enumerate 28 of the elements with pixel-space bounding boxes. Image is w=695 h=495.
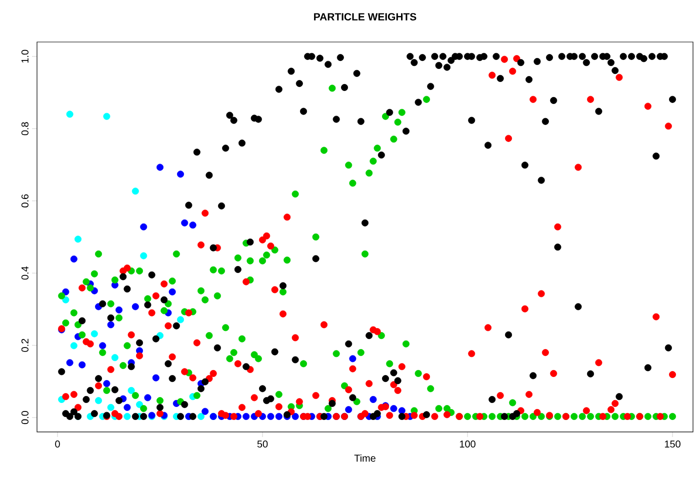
point	[177, 316, 184, 324]
point	[103, 112, 110, 120]
point	[90, 330, 98, 338]
y-tick-label: 0.4	[21, 266, 28, 280]
chart-title: PARTICLE WEIGHTS	[314, 13, 416, 20]
y-tick-label: 0.6	[21, 194, 28, 208]
point	[132, 188, 139, 195]
point	[136, 401, 144, 408]
x-axis-title: Time	[354, 454, 376, 462]
x-tick-label: 150	[664, 440, 680, 448]
x-tick-label: 100	[460, 440, 476, 448]
point	[140, 252, 148, 260]
point	[124, 412, 131, 420]
x-tick-label: 50	[257, 440, 268, 448]
point	[66, 110, 74, 118]
y-tick-label: 0.8	[21, 122, 28, 136]
x-tick-label: 0	[55, 440, 60, 448]
point	[74, 236, 82, 243]
y-tick-label: 1.0	[21, 50, 28, 63]
point	[111, 354, 118, 362]
point	[95, 397, 102, 404]
y-tick-label: 0.0	[21, 411, 28, 424]
y-tick-label: 0.2	[21, 338, 28, 352]
point	[62, 296, 70, 304]
point	[198, 412, 205, 420]
point	[107, 404, 114, 411]
point	[70, 342, 78, 350]
point	[128, 386, 135, 394]
